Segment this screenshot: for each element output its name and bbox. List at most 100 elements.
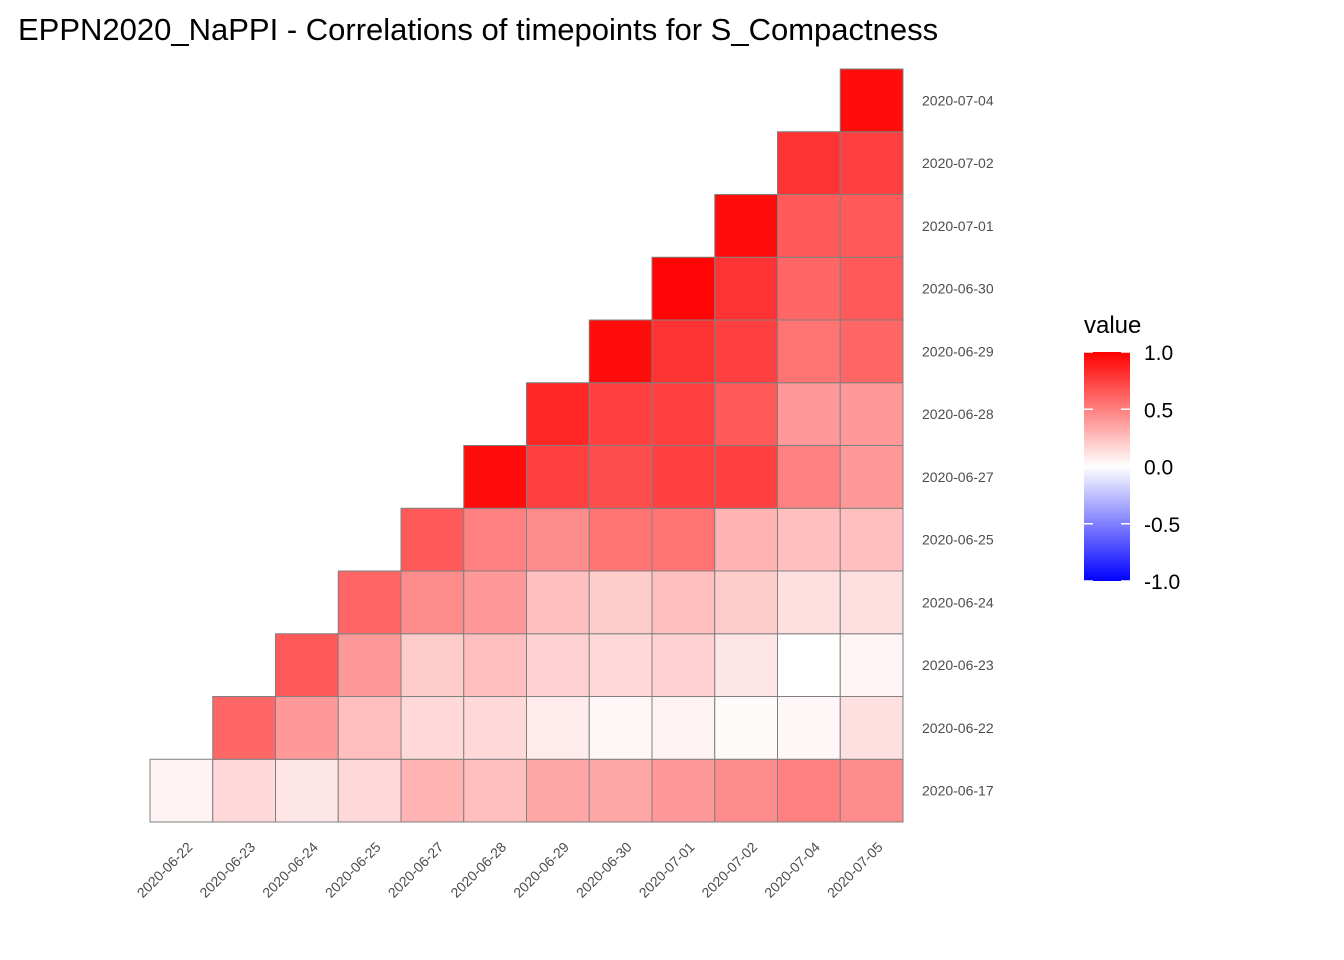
legend-ticks: 1.0 0.5 0.0 -0.5 -1.0 — [1084, 342, 1180, 594]
legend-title: value — [1084, 312, 1141, 339]
y-tick-label: 2020-06-24 — [922, 594, 994, 610]
y-tick-label: 2020-06-28 — [922, 406, 994, 422]
heatmap-cell — [337, 696, 402, 760]
heatmap-cell — [777, 194, 841, 258]
x-tick-label: 2020-07-05 — [824, 839, 886, 901]
x-tick-label: 2020-07-04 — [761, 839, 823, 901]
heatmap-cell — [839, 445, 904, 509]
heatmap-cell — [400, 570, 465, 635]
heatmap-cell — [839, 256, 904, 321]
x-tick-label: 2020-06-24 — [259, 839, 321, 901]
legend-tick-label: 0.0 — [1144, 457, 1173, 480]
heatmap-cell — [275, 758, 339, 823]
heatmap-cell — [777, 570, 841, 635]
heatmap-cell — [714, 445, 778, 509]
y-tick-label: 2020-06-17 — [922, 783, 994, 799]
heatmap-cell — [777, 445, 841, 509]
y-tick-label: 2020-07-04 — [922, 92, 994, 108]
x-tick-label: 2020-06-23 — [196, 839, 258, 901]
x-tick-label: 2020-06-22 — [134, 839, 196, 901]
heatmap-cell — [588, 445, 653, 509]
heatmap-cell — [212, 758, 276, 823]
y-tick-label: 2020-06-27 — [922, 469, 994, 485]
heatmap-cell — [777, 696, 841, 760]
heatmap-cell — [714, 319, 778, 384]
y-tick-labels: 2020-06-17 2020-06-22 2020-06-23 2020-06-24… — [922, 92, 994, 798]
x-tick-label: 2020-06-30 — [573, 839, 635, 901]
heatmap-cell — [337, 570, 402, 635]
heatmap-cell — [526, 570, 590, 635]
x-tick-label: 2020-07-01 — [636, 839, 698, 901]
heatmap-cell — [714, 696, 778, 760]
heatmap-cell — [526, 507, 590, 572]
y-tick-label: 2020-07-02 — [922, 155, 994, 171]
heatmap-cell — [337, 758, 402, 823]
heatmap-cell — [588, 382, 653, 446]
heatmap-cell — [777, 758, 841, 823]
heatmap-cell — [463, 758, 527, 823]
heatmap-cell — [777, 633, 841, 697]
heatmap-cell — [839, 507, 904, 572]
legend-tick-label: 1.0 — [1144, 342, 1173, 365]
heatmap-cell — [588, 570, 653, 635]
heatmap-cell — [651, 696, 716, 760]
heatmap-cell — [839, 382, 904, 446]
heatmap-cell — [714, 256, 778, 321]
heatmap-cell — [526, 633, 590, 697]
heatmap-cell — [463, 570, 527, 635]
heatmap-cell — [651, 507, 716, 572]
heatmap-cell — [714, 194, 778, 258]
heatmap-cell — [400, 507, 465, 572]
heatmap-cell — [777, 507, 841, 572]
heatmap-cell — [400, 633, 465, 697]
heatmap-cell — [275, 633, 339, 697]
chart-title: EPPN2020_NaPPI - Correlations of timepoi… — [18, 12, 938, 47]
heatmap-cell — [714, 507, 778, 572]
heatmap-cell — [839, 758, 904, 823]
y-tick-label: 2020-06-25 — [922, 532, 994, 548]
heatmap-cell — [526, 696, 590, 760]
heatmap-cell — [651, 319, 716, 384]
legend-tick-label: 0.5 — [1144, 399, 1173, 422]
heatmap-cell — [463, 507, 527, 572]
heatmap-cell — [463, 633, 527, 697]
heatmap-cell — [588, 633, 653, 697]
heatmap-cell — [588, 507, 653, 572]
heatmap-cell — [777, 256, 841, 321]
x-tick-label: 2020-06-27 — [385, 839, 447, 901]
heatmap-cell — [588, 319, 653, 384]
heatmap-cell — [839, 131, 904, 195]
y-tick-label: 2020-06-22 — [922, 720, 994, 736]
x-tick-label: 2020-07-02 — [698, 839, 760, 901]
heatmap-cell — [777, 382, 841, 446]
heatmap-cell — [714, 633, 778, 697]
heatmap-cell — [149, 758, 214, 823]
x-tick-label: 2020-06-29 — [510, 839, 572, 901]
heatmap-cell — [651, 570, 716, 635]
heatmap-cell — [463, 696, 527, 760]
heatmap-cell — [839, 319, 904, 384]
heatmap-cell — [275, 696, 339, 760]
x-tick-labels: 2020-06-22 2020-06-23 2020-06-24 2020-06-25… — [134, 839, 886, 901]
y-tick-label: 2020-06-23 — [922, 657, 994, 673]
legend-tick-label: -1.0 — [1144, 571, 1180, 594]
heatmap-cell — [777, 131, 841, 195]
heatmap-cell — [651, 256, 716, 321]
heatmap-cell — [714, 382, 778, 446]
heatmap-cell — [839, 570, 904, 635]
heatmap-cell — [588, 696, 653, 760]
heatmap-cell — [526, 382, 590, 446]
heatmap-cell — [400, 758, 465, 823]
heatmap-cell — [463, 445, 527, 509]
heatmap-cell — [651, 633, 716, 697]
heatmap-cell — [839, 633, 904, 697]
y-tick-label: 2020-07-01 — [922, 218, 994, 234]
x-tick-label: 2020-06-25 — [322, 839, 384, 901]
x-tick-label: 2020-06-28 — [447, 839, 509, 901]
heatmap-cell — [651, 758, 716, 823]
heatmap-cell — [651, 445, 716, 509]
y-tick-label: 2020-06-30 — [922, 281, 994, 297]
heatmap-cell — [400, 696, 465, 760]
heatmap-cell — [651, 382, 716, 446]
